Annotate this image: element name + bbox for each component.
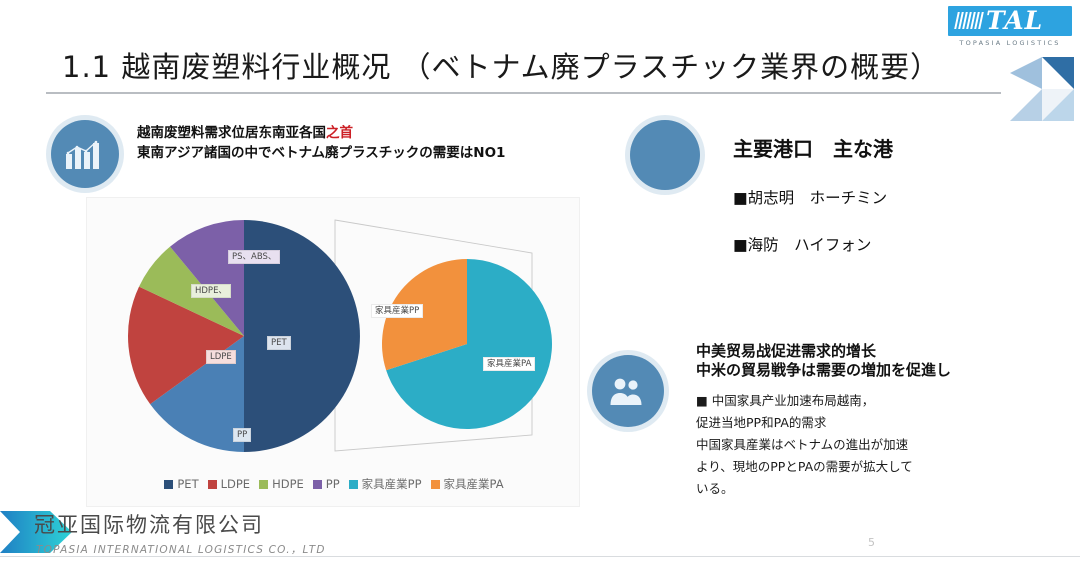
plastic-demand-pie-chart: PS、ABS、 HDPE、 LDPE PP PET 家具産業PP 家具産業PA … [86, 197, 580, 507]
trade-heading-line-1: 中美贸易战促进需求的增长 [696, 342, 877, 360]
logo-wordmark: TAL [986, 6, 1044, 35]
legend-swatch-icon [259, 479, 269, 489]
legend-label: 家具産業PA [443, 477, 504, 491]
trade-body-line-1: ■ 中国家具产业加速布局越南， [696, 393, 875, 408]
demand-line-1: 越南废塑料需求位居东南亚各国之首 [137, 124, 567, 144]
corner-triangles-decoration [1010, 57, 1074, 121]
pie-slice-LDPE [128, 286, 244, 405]
legend-swatch-icon [207, 479, 217, 489]
deco-triangle-3 [1010, 89, 1042, 121]
trade-body-line-2: 促进当地PP和PA的需求 [696, 414, 827, 430]
trade-body-line-5: いる。 [696, 480, 734, 496]
logo-stripes-icon [954, 12, 984, 29]
sub-pie-slice-家具産業PA [382, 259, 467, 371]
pie-slice-PS、ABS、 [170, 220, 244, 336]
data-label-hdpe: HDPE、 [191, 284, 231, 299]
demand-line-1-red: 之首 [326, 125, 353, 141]
page-number: 5 [868, 536, 875, 549]
trendline-glyph [66, 140, 98, 155]
trade-body-line-4: より、現地のPPとPAの需要が拡大して [696, 458, 913, 474]
trade-heading-line-2: 中米の貿易戦争は需要の増加を促進し [696, 360, 952, 379]
port-item-hochiminh: ■胡志明 ホーチミン [733, 189, 888, 207]
legend-swatch-icon [312, 479, 322, 489]
chart-legend: PET LDPE HDPE PP 家具産業PP 家具産業PA [87, 476, 581, 492]
legend-label: LDPE [220, 477, 251, 491]
pie-slice-PET [244, 220, 360, 452]
page-title: 1.1 越南废塑料行业概况 （ベトナム廃プラスチック業界の概要） [62, 50, 941, 84]
bar-chart-glyph [65, 139, 105, 169]
ports-heading: 主要港口 主な港 [733, 137, 893, 161]
legend-label: PET [177, 477, 199, 491]
data-label-pp: PP [233, 428, 252, 443]
demand-callout-text: 越南废塑料需求位居东南亚各国之首 東南アジア諸国の中でベトナム廃プラスチックの需… [137, 124, 567, 163]
port-circle-icon [630, 120, 700, 190]
demand-line-2: 東南アジア諸国の中でベトナム廃プラスチックの需要はNO1 [137, 144, 506, 161]
people-glyph [610, 378, 642, 405]
legend-swatch-icon [348, 479, 358, 489]
legend-swatch-icon [164, 479, 174, 489]
trade-heading: 中美贸易战促进需求的增长 中米の貿易戦争は需要の増加を促進し [696, 342, 1076, 380]
legend-label: HDPE [272, 477, 304, 491]
footer-divider [0, 556, 1080, 557]
demand-line-1-black: 越南废塑料需求位居东南亚各国 [137, 125, 326, 141]
title-divider [46, 92, 1001, 94]
trade-body-line-3: 中国家具産業はベトナムの進出が加速 [696, 436, 909, 452]
deco-triangle-2 [1042, 57, 1074, 89]
logo-badge: TAL [948, 5, 1072, 36]
deco-triangle-1 [1010, 57, 1042, 89]
legend-item-PP: PP [312, 477, 340, 491]
trade-body-text: ■ 中国家具产业加速布局越南， 促进当地PP和PA的需求中国家具産業はベトナムの進… [696, 390, 1066, 499]
tal-logo: TAL TOPASIA LOGISTICS [948, 4, 1072, 48]
logo-subtitle: TOPASIA LOGISTICS [959, 38, 1061, 47]
legend-item-HDPE: HDPE [259, 477, 304, 491]
legend-item-家具産業PP: 家具産業PP [348, 476, 422, 492]
deco-triangle-4 [1042, 89, 1074, 121]
footer-arrow-icon [0, 511, 72, 553]
data-label-ps-abs: PS、ABS、 [228, 250, 281, 265]
data-label-ldpe: LDPE [206, 350, 236, 365]
legend-item-LDPE: LDPE [207, 477, 251, 491]
legend-item-PET: PET [164, 477, 199, 491]
data-label-furniture-pp: 家具産業PP [371, 304, 424, 319]
data-label-furniture-pa: 家具産業PA [483, 357, 536, 372]
footer-company-cn: 冠亚国际物流有限公司 [34, 513, 264, 537]
legend-label: PP [325, 477, 340, 491]
sub-pie-slice-家具産業PP [386, 259, 552, 429]
port-item-haiphong: ■海防 ハイフォン [733, 236, 872, 254]
legend-swatch-icon [430, 479, 440, 489]
pie-of-pie-graphic [128, 219, 552, 452]
data-label-pet: PET [267, 336, 291, 351]
pie-slice-PP [150, 336, 244, 452]
people-icon [592, 355, 664, 427]
bar-chart-icon [51, 120, 119, 188]
footer-company-en: TOPASIA INTERNATIONAL LOGISTICS CO.，LTD [36, 544, 326, 556]
legend-label: 家具産業PP [361, 477, 422, 491]
legend-item-家具産業PA: 家具産業PA [430, 476, 504, 492]
